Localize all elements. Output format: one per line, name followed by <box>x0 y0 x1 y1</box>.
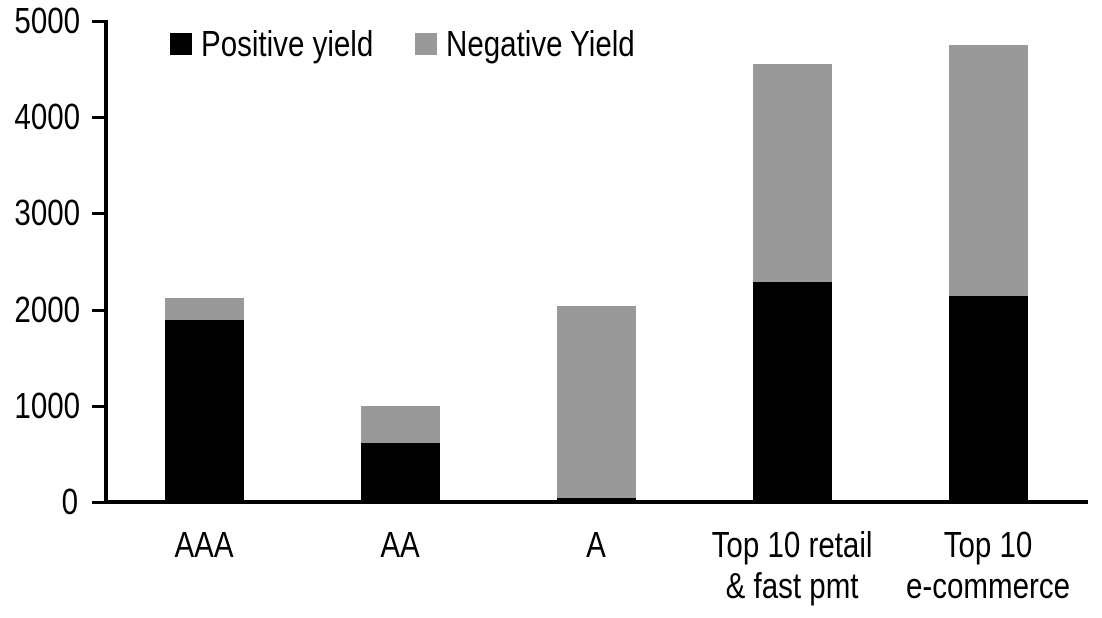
legend-swatch-positive-icon <box>170 33 192 55</box>
x-category-label: AAA <box>174 524 234 565</box>
legend-item-positive-yield: Positive yield <box>170 23 411 64</box>
bar-segment-negative-yield <box>556 305 636 499</box>
y-tick-label: 1000 <box>14 384 81 426</box>
x-category-label: AA <box>380 524 420 565</box>
legend-label-negative: Negative Yield <box>446 23 635 64</box>
legend-label-positive: Positive yield <box>201 23 374 64</box>
bar-segment-positive-yield <box>752 281 832 502</box>
bar-a <box>556 305 636 502</box>
y-tick-label: 0 <box>61 481 78 522</box>
y-tick-label: 5000 <box>14 0 81 41</box>
y-tick-label: 4000 <box>14 96 81 138</box>
bar-segment-negative-yield <box>360 405 440 444</box>
bar-segment-negative-yield <box>948 45 1028 297</box>
bar-segment-negative-yield <box>752 64 832 282</box>
y-tick-mark <box>92 116 105 120</box>
y-tick-label: 2000 <box>14 288 81 330</box>
legend-swatch-negative-icon <box>415 33 437 55</box>
bar-segment-positive-yield <box>556 498 636 502</box>
bar-segment-positive-yield <box>164 320 244 502</box>
y-tick-mark <box>92 20 105 23</box>
y-tick-mark <box>92 212 105 216</box>
y-tick-label: 3000 <box>14 192 81 234</box>
plot-area <box>104 21 1090 502</box>
x-category-label: A <box>586 524 606 565</box>
y-tick-mark <box>92 501 105 504</box>
y-tick-mark <box>92 308 105 312</box>
bar-segment-positive-yield <box>360 443 440 502</box>
bar-top-10-retail <box>752 64 832 502</box>
legend-item-negative-yield: Negative Yield <box>415 23 676 64</box>
x-category-label: Top 10 e-commerce <box>905 524 1071 606</box>
y-tick-mark <box>92 404 105 408</box>
bar-segment-positive-yield <box>948 296 1028 502</box>
x-category-label: Top 10 retail & fast pmt <box>711 524 873 606</box>
y-axis-line <box>104 20 108 504</box>
x-axis-line <box>104 500 1088 504</box>
bar-top-10 <box>948 45 1028 502</box>
bar-aaa <box>164 297 244 502</box>
bar-segment-negative-yield <box>164 297 244 321</box>
bar-aa <box>360 405 440 502</box>
